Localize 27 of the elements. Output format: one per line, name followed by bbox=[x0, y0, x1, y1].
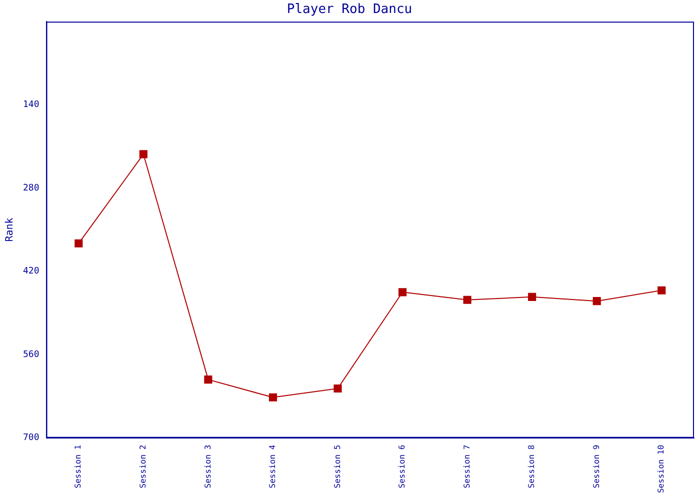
y-tick-label: 280 bbox=[22, 183, 40, 194]
x-tick-label: Session 5 bbox=[332, 444, 342, 488]
x-tick-label: Session 8 bbox=[527, 444, 536, 488]
point bbox=[658, 286, 666, 294]
chart-title: Player Rob Dancu bbox=[286, 2, 412, 18]
x-tick-label: Session 3 bbox=[203, 444, 212, 488]
x-tick-label: Session 4 bbox=[268, 444, 278, 488]
y-axis-title: Rank bbox=[4, 218, 16, 242]
y-tick-label: 560 bbox=[22, 350, 40, 360]
point bbox=[139, 150, 148, 158]
point bbox=[204, 376, 212, 384]
x-tick-label: Session 7 bbox=[462, 444, 472, 488]
point bbox=[463, 296, 472, 304]
point bbox=[74, 239, 83, 248]
x-tick-label: Session 9 bbox=[592, 444, 601, 488]
point bbox=[592, 297, 601, 306]
point bbox=[268, 393, 277, 402]
y-tick-label: 140 bbox=[22, 100, 40, 110]
x-tick-label: Session 6 bbox=[398, 444, 407, 488]
point bbox=[398, 288, 407, 296]
point bbox=[528, 292, 536, 301]
y-tick-label: 700 bbox=[22, 433, 40, 444]
x-tick-label: Session 1 bbox=[74, 444, 83, 488]
x-tick-label: Session 2 bbox=[138, 444, 148, 488]
point bbox=[334, 384, 342, 393]
y-tick-label: 420 bbox=[22, 266, 40, 277]
x-tick-label: Session 10 bbox=[656, 444, 666, 494]
